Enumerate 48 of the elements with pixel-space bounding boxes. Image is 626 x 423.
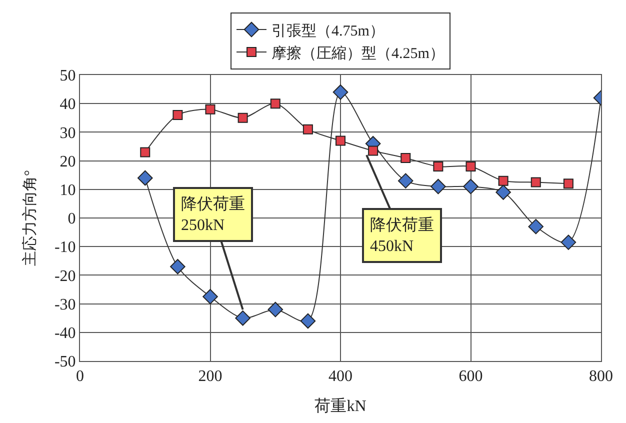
point xyxy=(368,146,378,156)
y-tick-label: 30 xyxy=(60,124,76,142)
point xyxy=(400,152,411,163)
x-tick-label: 200 xyxy=(198,368,222,386)
point xyxy=(466,162,476,172)
point xyxy=(398,173,414,188)
y-tick-label: 10 xyxy=(60,182,76,199)
y-tick-label: -40 xyxy=(54,325,76,342)
point xyxy=(332,84,348,100)
point xyxy=(496,184,511,200)
point xyxy=(205,104,216,114)
point xyxy=(140,147,150,158)
point xyxy=(137,170,153,186)
y-tick-label: -30 xyxy=(54,296,76,314)
y-tick-label: 40 xyxy=(60,96,76,114)
point xyxy=(270,98,280,109)
point xyxy=(170,258,186,274)
point xyxy=(202,289,218,304)
x-tick-label: 600 xyxy=(458,368,483,386)
point xyxy=(172,110,183,120)
point xyxy=(498,176,508,186)
y-axis-title: 主応力方向角° xyxy=(22,170,39,266)
y-tick-label: -20 xyxy=(54,268,76,285)
point xyxy=(238,112,248,123)
point xyxy=(560,234,576,250)
point xyxy=(528,218,544,234)
legend-label: 摩擦（圧縮）型（4.25m） xyxy=(272,44,444,62)
point xyxy=(302,124,313,134)
y-tick-label: -10 xyxy=(54,239,76,256)
point xyxy=(563,178,574,189)
point xyxy=(268,302,284,318)
annotation: 降伏荷重 250kN xyxy=(181,195,245,234)
point xyxy=(463,178,478,194)
point xyxy=(430,178,446,194)
point xyxy=(336,136,346,146)
y-tick-label: -50 xyxy=(54,354,76,371)
x-axis-title: 荷重kN xyxy=(314,396,367,415)
point xyxy=(300,313,316,329)
point xyxy=(235,310,250,326)
legend-label: 引張型（4.75m） xyxy=(272,22,384,40)
annotation: 降伏荷重 450kN xyxy=(370,216,434,255)
y-tick-label: 0 xyxy=(68,210,76,228)
y-tick-label: 20 xyxy=(60,153,76,170)
x-tick-label: 800 xyxy=(589,368,613,386)
point xyxy=(530,177,541,188)
point xyxy=(433,162,444,172)
y-tick-label: 50 xyxy=(60,68,76,85)
x-tick-label: 400 xyxy=(328,368,352,386)
